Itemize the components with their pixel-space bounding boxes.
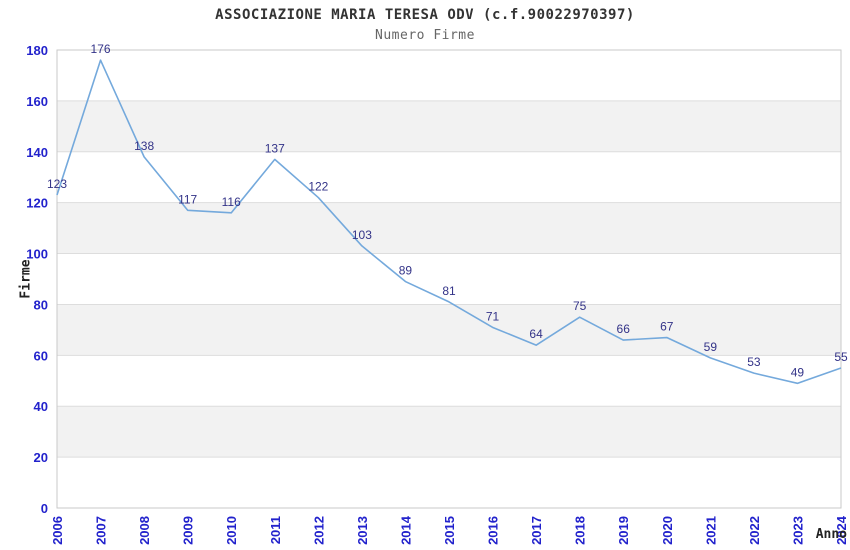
chart-title: ASSOCIAZIONE MARIA TERESA ODV (c.f.90022…	[215, 7, 635, 23]
x-tick-label: 2006	[50, 516, 65, 545]
data-point-label: 137	[265, 141, 285, 155]
data-point-label: 103	[352, 228, 372, 242]
x-tick-label: 2020	[660, 516, 675, 545]
y-tick-label: 80	[34, 297, 48, 312]
data-point-label: 55	[834, 350, 848, 364]
plot-border	[56, 49, 842, 509]
x-tick-label: 2016	[486, 516, 501, 545]
x-tick-label: 2010	[224, 516, 239, 545]
x-tick-label: 2008	[137, 516, 152, 545]
x-tick-label: 2011	[268, 516, 283, 544]
data-point-label: 138	[134, 139, 154, 153]
y-tick-label: 160	[26, 94, 48, 109]
y-tick-label: 180	[26, 43, 48, 58]
y-tick-label: 60	[34, 348, 48, 363]
data-point-label: 116	[222, 195, 241, 209]
shaded-band	[57, 100, 841, 152]
data-point-label: 75	[573, 299, 587, 313]
x-tick-label: 2015	[442, 516, 457, 545]
x-tick-label: 2009	[181, 516, 196, 545]
y-tick-label: 100	[26, 247, 48, 262]
x-tick-label: 2019	[616, 516, 631, 545]
data-point-label: 67	[660, 320, 674, 334]
data-point-label: 176	[91, 42, 111, 56]
y-tick-label: 140	[26, 145, 48, 160]
x-axis-title: Anno	[815, 527, 847, 542]
x-tick-label: 2024	[834, 515, 849, 545]
y-tick-label: 120	[26, 196, 48, 211]
data-point-label: 71	[486, 309, 500, 323]
data-point-label: 81	[442, 284, 456, 298]
x-tick-label: 2018	[573, 516, 588, 545]
data-point-label: 123	[47, 177, 67, 191]
chart-subtitle: Numero Firme	[375, 28, 475, 43]
data-point-label: 59	[704, 340, 718, 354]
shaded-band	[57, 304, 841, 356]
x-tick-label: 2013	[355, 516, 370, 545]
data-point-label: 53	[747, 355, 761, 369]
shaded-band	[57, 202, 841, 254]
data-point-label: 66	[617, 322, 631, 336]
y-tick-label: 40	[34, 399, 48, 414]
x-tick-label: 2007	[94, 516, 109, 545]
x-tick-label: 2023	[790, 516, 805, 545]
data-point-label: 49	[791, 365, 805, 379]
data-point-label: 89	[399, 264, 413, 278]
y-tick-label: 0	[41, 501, 48, 516]
x-tick-label: 2021	[703, 516, 718, 545]
data-point-label: 117	[178, 192, 197, 206]
data-point-label: 64	[529, 327, 543, 341]
x-tick-label: 2022	[747, 516, 762, 545]
x-tick-label: 2012	[311, 516, 326, 545]
y-tick-label: 20	[34, 450, 48, 465]
x-tick-label: 2017	[529, 516, 544, 545]
x-tick-label: 2014	[398, 515, 413, 545]
data-point-label: 122	[308, 180, 328, 194]
shaded-band	[57, 406, 841, 458]
series-line	[56, 59, 842, 385]
